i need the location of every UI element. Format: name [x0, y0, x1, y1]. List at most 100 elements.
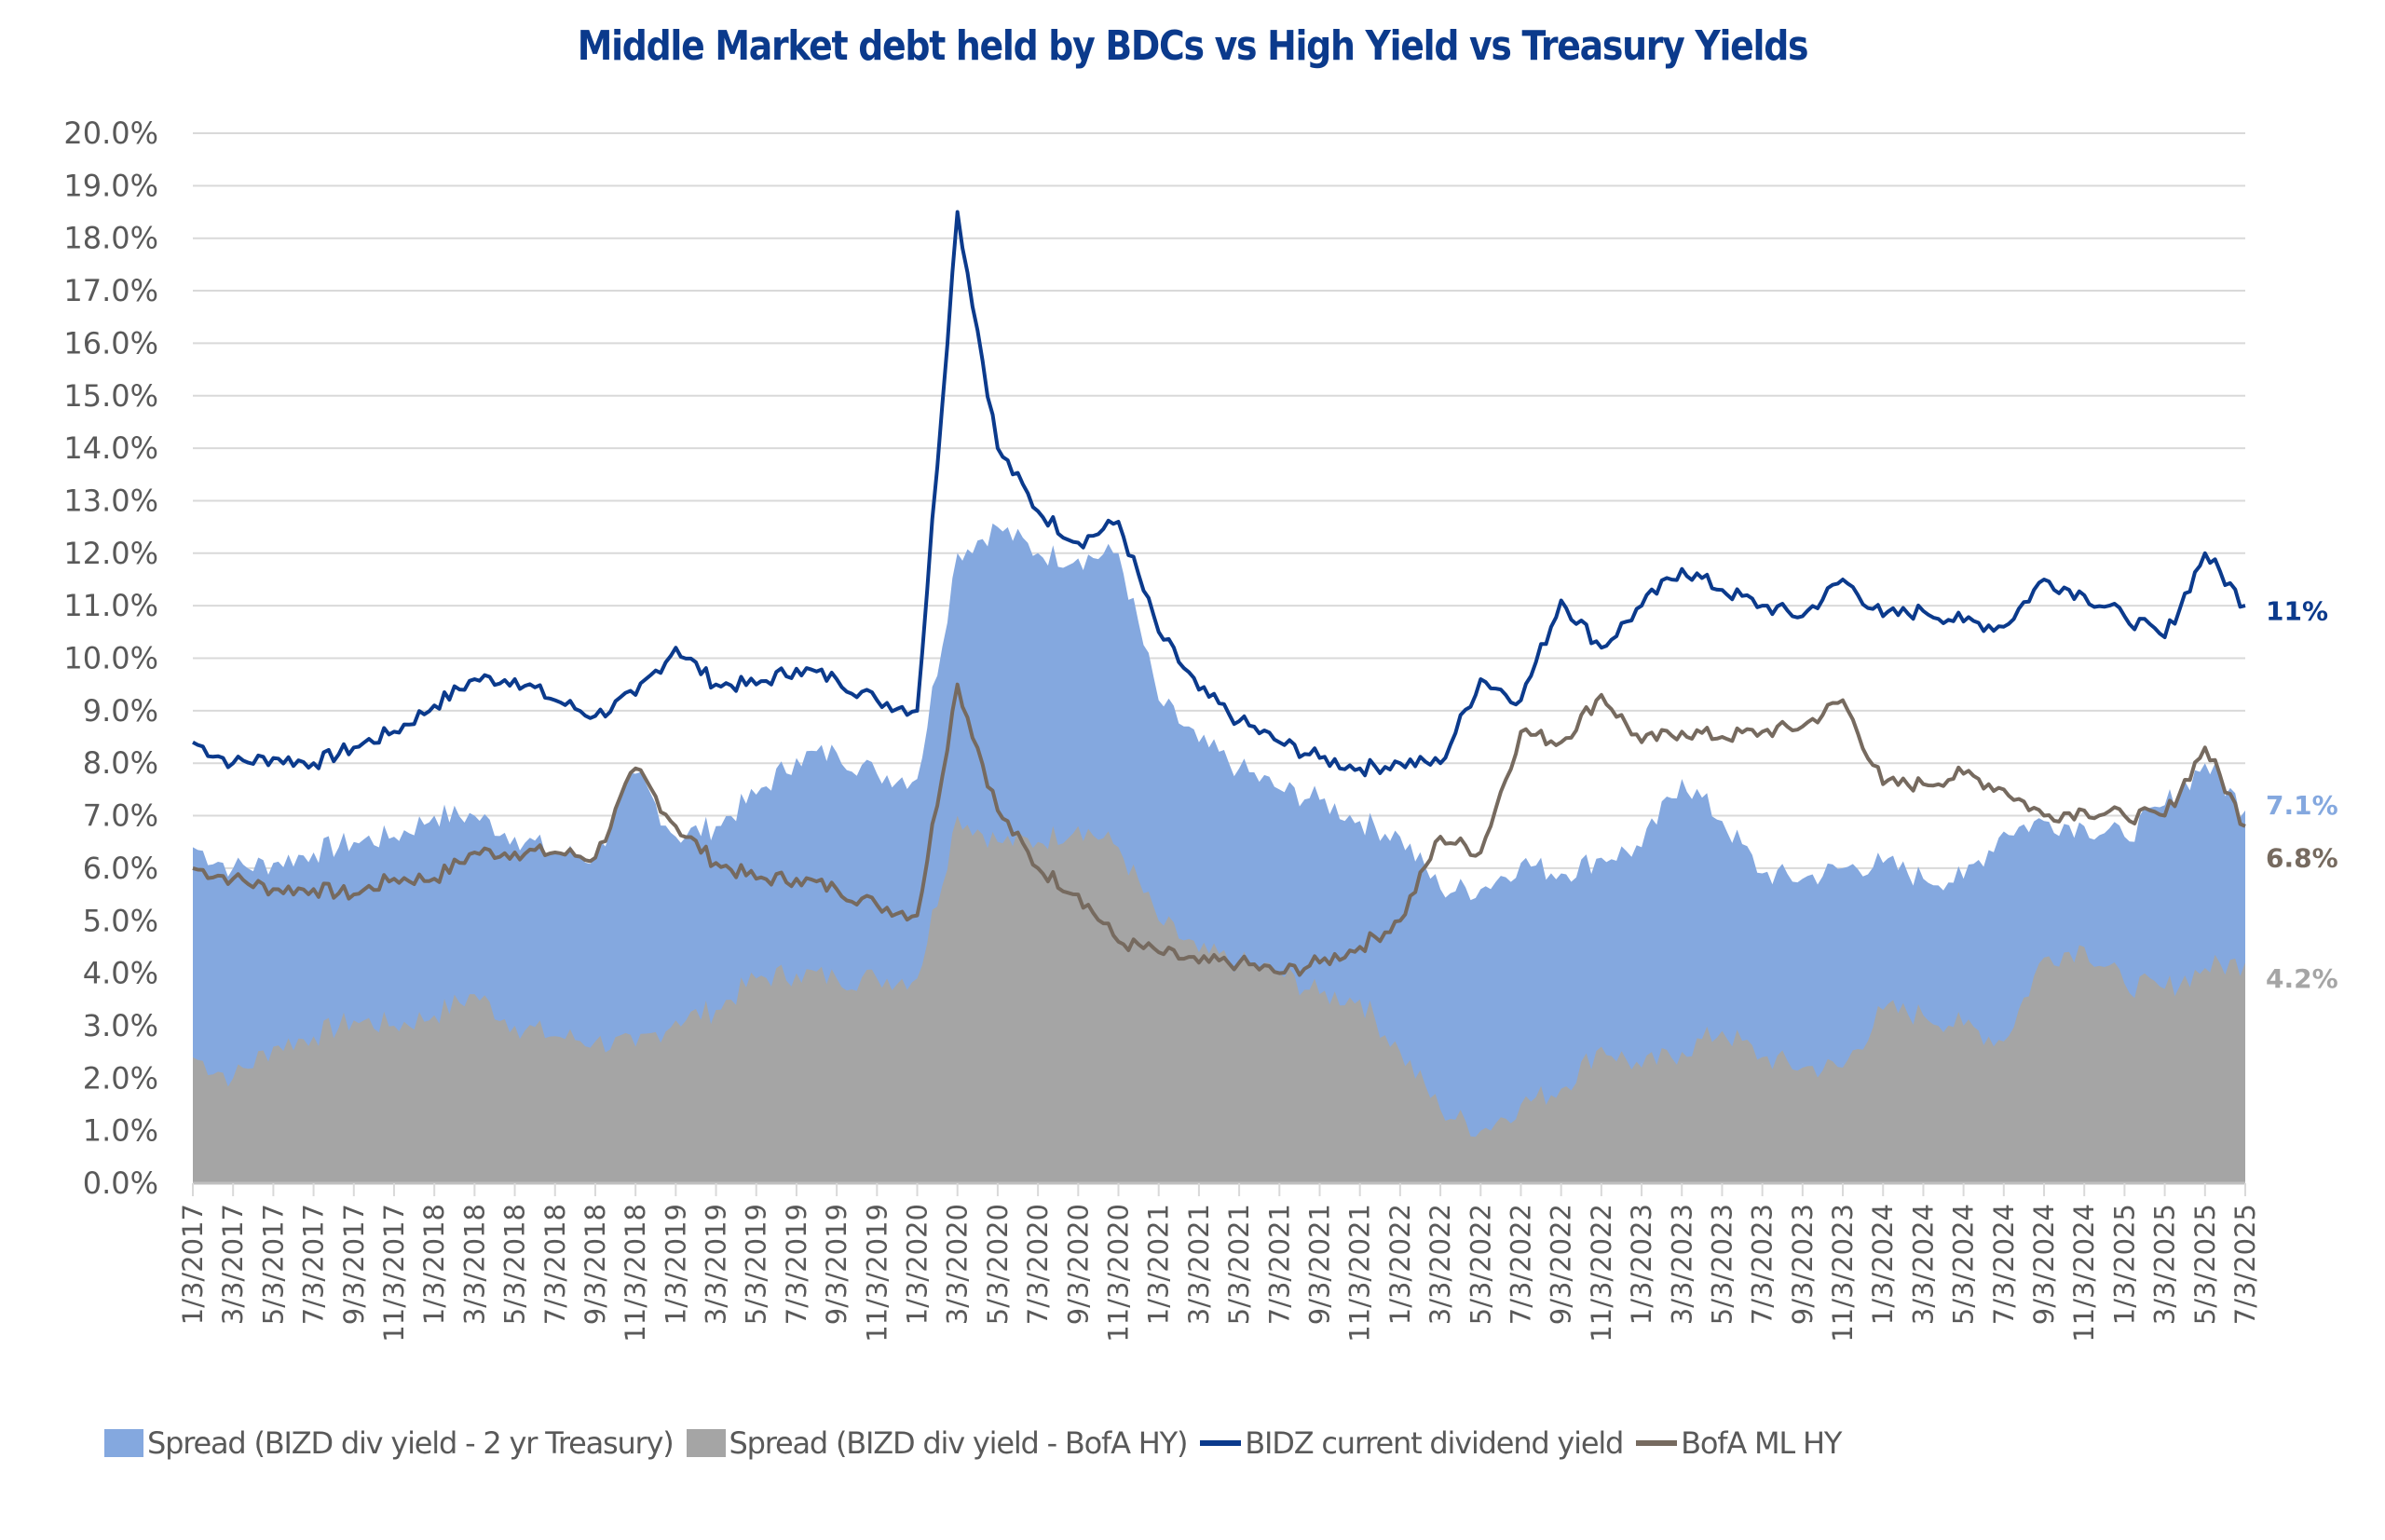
end-label: 11% [2266, 595, 2328, 626]
x-tick-label: 9/3/2022 [1546, 1204, 1577, 1325]
y-tick-label: 1.0% [83, 1113, 158, 1149]
x-tick-label: 11/3/2024 [2068, 1204, 2100, 1342]
y-tick-label: 7.0% [83, 798, 158, 834]
x-tick-label: 7/3/2019 [781, 1204, 812, 1325]
x-tick-label: 1/3/2022 [1384, 1204, 1416, 1325]
x-tick-label: 9/3/2019 [821, 1204, 852, 1325]
y-tick-label: 12.0% [63, 536, 158, 571]
legend-label: Spread (BIZD div yield - BofA HY) [729, 1425, 1189, 1461]
y-tick-label: 6.0% [83, 851, 158, 886]
x-tick-label: 3/3/2019 [701, 1204, 732, 1325]
x-tick-label: 11/3/2019 [861, 1204, 893, 1342]
x-tick-label: 5/3/2023 [1706, 1204, 1738, 1325]
x-tick-label: 11/3/2022 [1586, 1204, 1617, 1342]
x-tick-label: 1/3/2023 [1626, 1204, 1657, 1325]
y-tick-label: 13.0% [63, 483, 158, 518]
x-tick-label: 3/3/2025 [2149, 1204, 2181, 1325]
line-bidz-current-dividend-yield [192, 210, 2246, 778]
x-tick-label: 3/3/2024 [1907, 1204, 1939, 1325]
x-tick-label: 1/3/2020 [902, 1204, 934, 1325]
x-tick-label: 5/3/2020 [982, 1204, 1014, 1325]
x-tick-label: 7/3/2018 [539, 1204, 571, 1325]
x-tick-label: 9/3/2024 [2028, 1204, 2060, 1325]
x-tick-label: 5/3/2019 [741, 1204, 772, 1325]
legend-item-hy-spread[interactable]: Spread (BIZD div yield - BofA HY) [686, 1425, 1189, 1461]
y-axis-ticks: 0.0% 1.0% 2.0% 3.0% 4.0% 5.0% 6.0% 7.0% 8.0% 9.0%… [63, 116, 158, 1201]
legend-label: BofA ML HY [1681, 1425, 1842, 1461]
line-bofa-ml-hy [192, 682, 2246, 977]
y-tick-label: 5.0% [83, 903, 158, 938]
y-tick-label: 17.0% [63, 273, 158, 308]
y-tick-label: 2.0% [83, 1060, 158, 1096]
x-tick-label: 1/3/2021 [1143, 1204, 1175, 1325]
y-tick-label: 4.0% [83, 956, 158, 991]
legend-item-bofa-hy[interactable]: BofA ML HY [1636, 1425, 1842, 1461]
x-tick-label: 9/3/2018 [579, 1204, 611, 1325]
chart-plot: 0.0% 1.0% 2.0% 3.0% 4.0% 5.0% 6.0% 7.0% 8.0% 9.0%… [63, 116, 2338, 1342]
y-tick-label: 14.0% [63, 430, 158, 466]
end-label: 7.1% [2266, 790, 2338, 821]
x-tick-label: 11/3/2023 [1827, 1204, 1859, 1342]
x-tick-label: 11/3/2017 [378, 1204, 410, 1342]
x-tick-label: 7/3/2021 [1263, 1204, 1295, 1325]
legend-label: BIDZ current dividend yield [1245, 1425, 1624, 1461]
x-tick-label: 9/3/2023 [1787, 1204, 1819, 1325]
x-tick-label: 9/3/2020 [1062, 1204, 1094, 1325]
line-series [192, 210, 2246, 977]
x-tick-label: 3/3/2018 [458, 1204, 490, 1325]
x-tick-label: 7/3/2025 [2229, 1204, 2261, 1325]
y-tick-label: 16.0% [63, 325, 158, 361]
legend: Spread (BIZD div yield - 2 yr Treasury) … [104, 1425, 1854, 1461]
x-tick-label: 7/3/2022 [1505, 1204, 1536, 1325]
x-tick-label: 1/3/2024 [1867, 1204, 1899, 1325]
y-tick-label: 15.0% [63, 378, 158, 414]
x-tick-label: 9/3/2017 [338, 1204, 370, 1325]
legend-swatch [104, 1429, 143, 1457]
y-tick-label: 18.0% [63, 221, 158, 256]
x-tick-label: 1/3/2017 [177, 1204, 209, 1325]
x-tick-label: 3/3/2022 [1424, 1204, 1456, 1325]
end-label: 4.2% [2266, 963, 2338, 994]
legend-item-treasury-spread[interactable]: Spread (BIZD div yield - 2 yr Treasury) [104, 1425, 675, 1461]
x-tick-label: 5/3/2017 [257, 1204, 289, 1325]
y-tick-label: 3.0% [83, 1008, 158, 1043]
end-labels: 11% 7.1% 6.8% 4.2% [2266, 595, 2338, 993]
x-tick-label: 7/3/2023 [1747, 1204, 1779, 1325]
x-tick-label: 3/3/2020 [942, 1204, 974, 1325]
x-tick-label: 1/3/2025 [2108, 1204, 2140, 1325]
legend-label: Spread (BIZD div yield - 2 yr Treasury) [147, 1425, 675, 1461]
x-tick-label: 7/3/2020 [1022, 1204, 1054, 1325]
x-tick-label: 9/3/2021 [1303, 1204, 1335, 1325]
x-tick-label: 1/3/2018 [418, 1204, 450, 1325]
y-tick-label: 19.0% [63, 168, 158, 203]
area-spread-bizd-div-yield-bofa-hy [193, 815, 2245, 1183]
y-tick-label: 11.0% [63, 588, 158, 623]
legend-swatch [1636, 1440, 1678, 1446]
x-tick-label: 11/3/2021 [1344, 1204, 1376, 1342]
x-tick-label: 3/3/2017 [217, 1204, 249, 1325]
x-tick-label: 7/3/2017 [298, 1204, 330, 1325]
x-tick-label: 5/3/2021 [1223, 1204, 1255, 1325]
area-series [193, 523, 2245, 1183]
x-tick-label: 11/3/2018 [620, 1204, 651, 1342]
x-tick-label: 7/3/2024 [1988, 1204, 2020, 1325]
x-tick-label: 5/3/2024 [1948, 1204, 1980, 1325]
y-tick-label: 10.0% [63, 641, 158, 676]
legend-swatch [686, 1429, 726, 1457]
y-tick-label: 8.0% [83, 745, 158, 781]
legend-swatch [1200, 1440, 1242, 1446]
x-tick-label: 3/3/2021 [1183, 1204, 1215, 1325]
x-tick-label: 5/3/2018 [499, 1204, 531, 1325]
y-tick-label: 20.0% [63, 116, 158, 151]
chart-title: Middle Market debt held by BDCs vs High … [577, 22, 1809, 70]
x-tick-label: 11/3/2020 [1103, 1204, 1135, 1342]
x-tick-label: 3/3/2023 [1666, 1204, 1697, 1325]
x-tick-label: 5/3/2025 [2189, 1204, 2221, 1325]
x-tick-label: 1/3/2019 [660, 1204, 691, 1325]
x-tick-label: 5/3/2022 [1465, 1204, 1496, 1325]
end-label: 6.8% [2266, 842, 2338, 873]
x-axis: 1/3/2017 3/3/2017 5/3/2017 7/3/2017 9/3/2017… [177, 1181, 2261, 1342]
legend-item-bidz-yield[interactable]: BIDZ current dividend yield [1200, 1425, 1624, 1461]
y-tick-label: 0.0% [83, 1165, 158, 1201]
y-tick-label: 9.0% [83, 693, 158, 729]
